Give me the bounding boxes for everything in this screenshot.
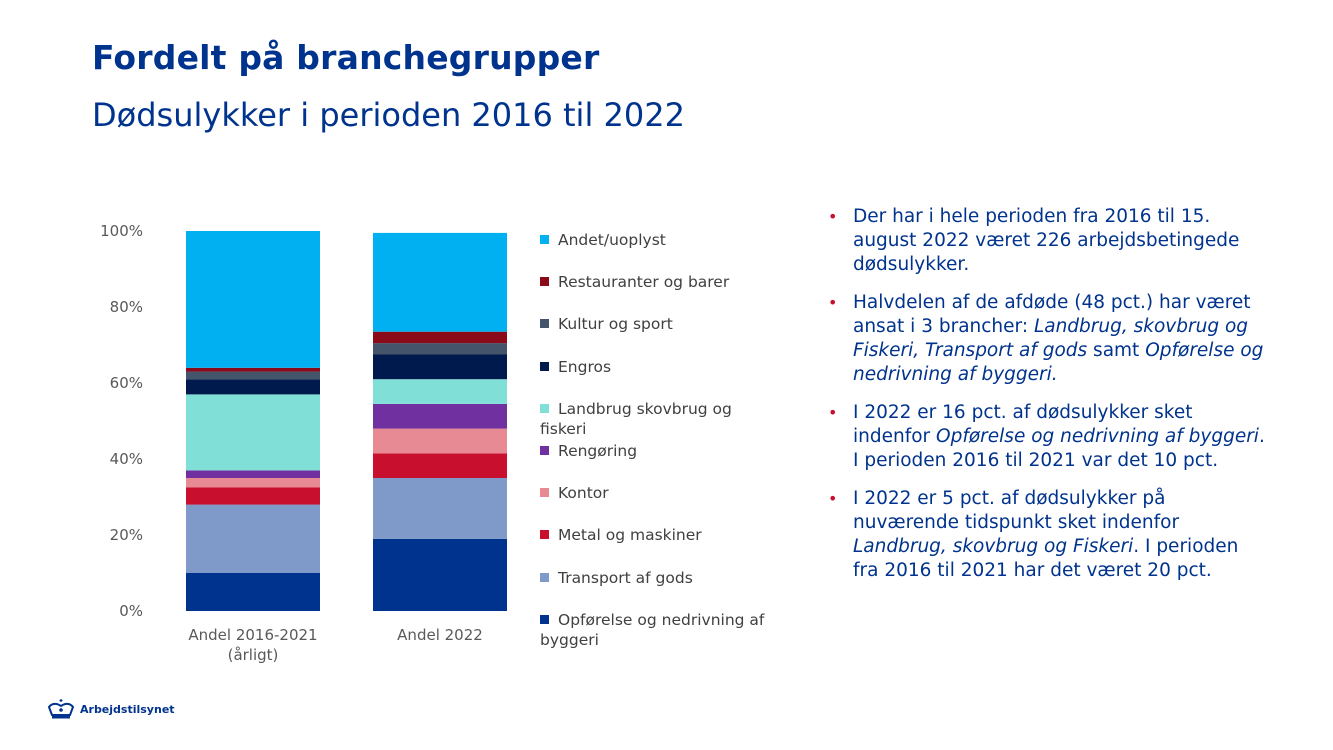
bullet-text: Landbrug, skovbrug og Fiskeri bbox=[853, 536, 1134, 557]
bar-segment bbox=[373, 538, 507, 611]
x-category-label: Andel 2022 bbox=[397, 626, 483, 644]
legend-item: Transport af gods bbox=[540, 568, 802, 588]
bullet-text: Opførelse og nedrivning af byggeri bbox=[936, 426, 1259, 447]
legend-label: Rengøring bbox=[558, 442, 638, 460]
bar-segment bbox=[186, 371, 320, 380]
bar-segment bbox=[186, 487, 320, 505]
y-tick-label: 20% bbox=[110, 526, 143, 544]
bar-segment bbox=[186, 504, 320, 573]
y-tick-label: 40% bbox=[110, 450, 143, 468]
bullet-dot-icon: • bbox=[828, 207, 838, 226]
legend-item: Metal og maskiner bbox=[540, 525, 802, 545]
page-subtitle: Dødsulykker i perioden 2016 til 2022 bbox=[92, 96, 685, 134]
bullet-text: Halvdelen af de afdøde (48 pct.) har vær… bbox=[853, 292, 1251, 337]
bullet-text: Der har i hele perioden fra 2016 til 15.… bbox=[853, 206, 1240, 275]
y-tick-label: 0% bbox=[119, 602, 143, 620]
bar-segment bbox=[373, 453, 507, 478]
legend-label: Andet/uoplyst bbox=[558, 231, 666, 249]
bullet-item: • I 2022 er 5 pct. af dødsulykker på nuvæ… bbox=[828, 487, 1268, 583]
bullet-dot-icon: • bbox=[828, 293, 838, 312]
legend-item: Rengøring bbox=[540, 441, 802, 461]
bar-segment bbox=[186, 573, 320, 611]
legend-item: Kontor bbox=[540, 483, 802, 503]
bar-segment bbox=[373, 478, 507, 539]
bullet-text: . I perioden fra 2016 til 2021 har det v… bbox=[853, 536, 1239, 581]
bullet-text: I 2022 er 16 pct. af dødsulykker sket in… bbox=[853, 402, 1193, 447]
x-category-label: (årligt) bbox=[228, 646, 279, 664]
bullet-dot-icon: • bbox=[828, 403, 838, 422]
bar-segment bbox=[186, 470, 320, 478]
legend-item: Kultur og sport bbox=[540, 314, 802, 334]
y-tick-label: 100% bbox=[100, 222, 143, 240]
logo-text: Arbejdstilsynet bbox=[80, 702, 175, 716]
legend-swatch bbox=[540, 235, 549, 244]
bullet-item: • Der har i hele perioden fra 2016 til 15… bbox=[828, 205, 1268, 277]
y-tick-label: 60% bbox=[110, 374, 143, 392]
bar-segment bbox=[186, 231, 320, 368]
page-title: Fordelt på branchegrupper bbox=[92, 38, 600, 77]
crown-icon bbox=[47, 699, 75, 719]
bar-segment bbox=[373, 331, 507, 344]
bullet-text: Opførelse og nedrivning af byggeri. bbox=[853, 340, 1264, 385]
bullet-text: I 2022 er 5 pct. af dødsulykker på nuvær… bbox=[853, 488, 1180, 533]
legend-swatch bbox=[540, 361, 549, 371]
legend-swatch bbox=[540, 488, 549, 498]
legend-label: Metal og maskiner bbox=[558, 526, 702, 545]
bullet-text: . I perioden 2016 til 2021 var det 10 pc… bbox=[853, 426, 1265, 471]
legend-item: Andet/uoplyst bbox=[540, 230, 802, 250]
bar-segment bbox=[373, 403, 507, 429]
bar-segment bbox=[186, 394, 320, 471]
bar-segment bbox=[373, 428, 507, 454]
bar-segment bbox=[186, 478, 320, 488]
bullet-text: samt bbox=[1087, 340, 1146, 361]
legend-item: Restauranter og barer bbox=[540, 272, 802, 292]
legend-label: Landbrug skovbrug og fiskeri bbox=[540, 399, 732, 438]
legend-label: Kontor bbox=[558, 484, 609, 503]
legend-swatch bbox=[540, 277, 549, 287]
stacked-bar-chart: 0% 20% 40% 60% 80% 100% Andel 2016-2021 (årligt… bbox=[100, 222, 507, 664]
x-category-label: Andel 2016-2021 bbox=[188, 626, 317, 644]
bar-segment bbox=[186, 379, 320, 395]
legend-label: Transport af gods bbox=[558, 568, 693, 587]
legend-item: Opførelse og nedrivning af byggeri bbox=[540, 610, 802, 650]
legend-swatch bbox=[540, 530, 549, 540]
bullet-item: • I 2022 er 16 pct. af dødsulykker sket i… bbox=[828, 401, 1268, 473]
legend-swatch bbox=[540, 446, 549, 455]
bullet-dot-icon: • bbox=[828, 489, 838, 508]
legend-label: Opførelse og nedrivning af byggeri bbox=[540, 610, 765, 649]
legend-swatch bbox=[540, 614, 549, 624]
bar-segment bbox=[373, 343, 507, 355]
bullet-text: Landbrug, skovbrug og Fiskeri, Transport… bbox=[853, 316, 1249, 361]
bar-segment bbox=[186, 367, 320, 372]
legend-label: Engros bbox=[558, 357, 612, 376]
legend-label: Kultur og sport bbox=[558, 315, 673, 334]
bullet-item: • Halvdelen af de afdøde (48 pct.) har væ… bbox=[828, 291, 1268, 387]
legend-label: Restauranter og barer bbox=[558, 273, 730, 292]
bar-segment bbox=[373, 354, 507, 380]
legend-item: Engros bbox=[540, 357, 802, 377]
y-tick-label: 80% bbox=[110, 298, 143, 316]
legend-swatch bbox=[540, 319, 549, 329]
bar-segment bbox=[373, 232, 507, 332]
bar-segment bbox=[373, 379, 507, 404]
legend-swatch bbox=[540, 403, 549, 413]
legend-swatch bbox=[540, 572, 549, 582]
legend-item: Landbrug skovbrug og fiskeri bbox=[540, 399, 802, 439]
bullet-list: • Der har i hele perioden fra 2016 til 15… bbox=[828, 205, 1268, 597]
logo: Arbejdstilsynet bbox=[46, 698, 175, 720]
